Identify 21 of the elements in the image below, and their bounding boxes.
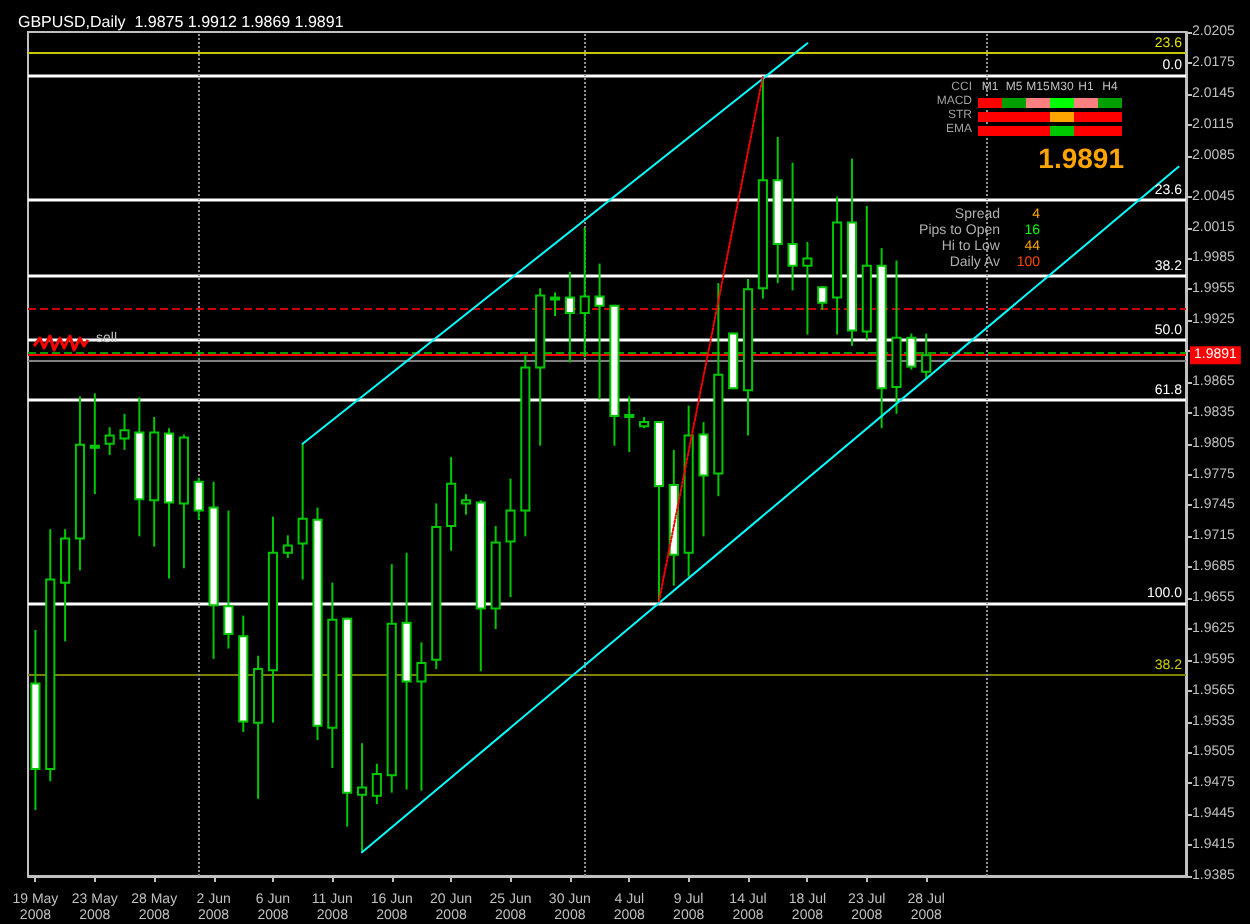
candlestick [446, 456, 457, 552]
annotation: 1.9891 [1038, 142, 1125, 174]
candlestick [549, 291, 561, 318]
candlestick [193, 476, 204, 521]
candlestick [104, 426, 115, 457]
candlestick [297, 442, 308, 581]
candlestick [460, 493, 472, 516]
candlestick [698, 421, 709, 538]
candlestick [579, 226, 590, 359]
candlestick [371, 762, 382, 805]
chart-title: GBPUSD,Daily 1.9875 1.9912 1.9869 1.9891 [18, 13, 345, 31]
candlestick [505, 477, 516, 599]
candlestick [356, 742, 368, 854]
candlestick [60, 528, 71, 643]
candlestick [119, 412, 130, 451]
candlestick [921, 332, 932, 379]
candlestick [282, 534, 293, 559]
candlestick [416, 641, 427, 792]
candlestick [89, 392, 100, 496]
candlestick [817, 285, 828, 311]
candlestick [802, 240, 813, 336]
